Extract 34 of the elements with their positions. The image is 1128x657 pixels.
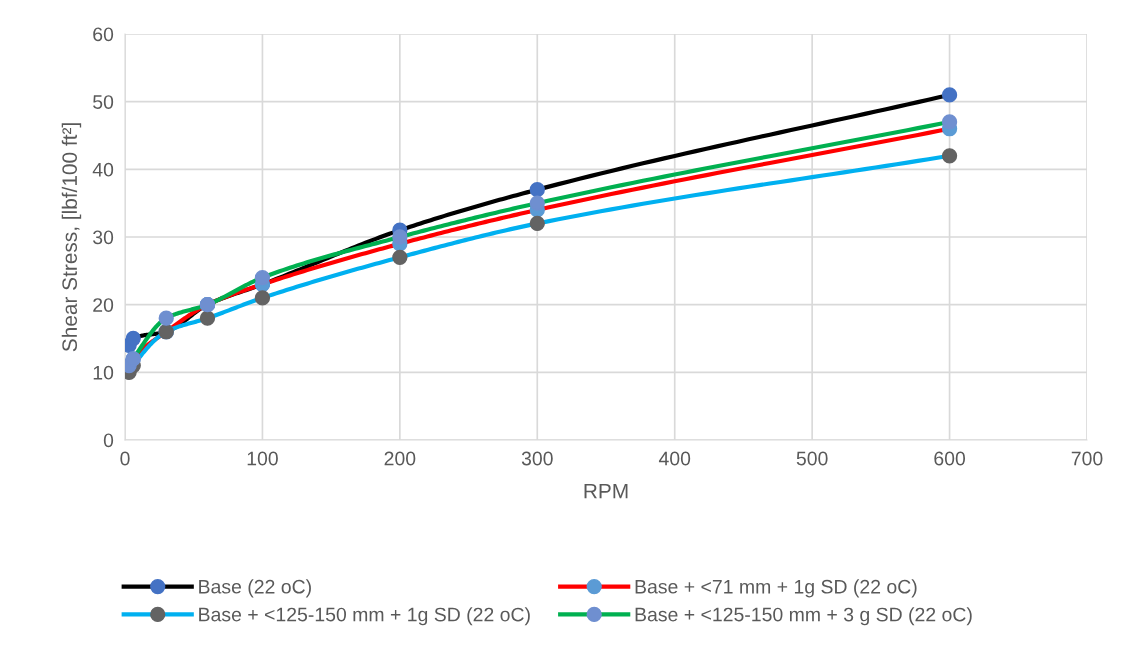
- legend-label: Base + <125-150 mm + 1g SD (22 oC): [199, 607, 530, 626]
- point: [941, 114, 958, 130]
- legend-label: Base + <71 mm + 1g SD (22 oC): [635, 579, 917, 598]
- point: [125, 330, 141, 347]
- x-tick-label: 0: [120, 451, 130, 466]
- x-tick-label: 400: [658, 451, 691, 466]
- x-tick-label: 100: [247, 451, 278, 466]
- y-tick-label: 60: [93, 27, 114, 42]
- y-axis-title: Shear Stress, [lbf/100 ft²]: [61, 123, 82, 352]
- point: [529, 195, 545, 211]
- y-tick-label: 0: [103, 433, 114, 448]
- x-tick-label: 500: [796, 451, 828, 466]
- point: [392, 229, 408, 245]
- y-tick-label: 50: [93, 95, 114, 109]
- y-tick-label: 30: [93, 230, 114, 245]
- x-tick-label: 200: [384, 451, 416, 466]
- point: [392, 249, 408, 265]
- point: [199, 310, 216, 326]
- legend-label: Base + <125-150 mm + 3 g SD (22 oC): [635, 607, 972, 626]
- point: [254, 269, 271, 286]
- x-tick-label: 600: [934, 451, 966, 466]
- point: [941, 87, 958, 103]
- x-axis-title: RPM: [584, 483, 628, 499]
- point: [529, 181, 545, 198]
- point: [941, 148, 958, 164]
- point: [158, 310, 174, 326]
- point: [529, 215, 545, 232]
- y-tick-label: 20: [93, 298, 114, 312]
- legend-label: Base (22 oC): [199, 579, 311, 598]
- x-tick-label: 300: [521, 451, 553, 466]
- y-tick-label: 10: [93, 365, 114, 380]
- x-tick-label: 700: [1071, 451, 1103, 466]
- point: [254, 290, 271, 306]
- y-tick-label: 40: [92, 162, 114, 177]
